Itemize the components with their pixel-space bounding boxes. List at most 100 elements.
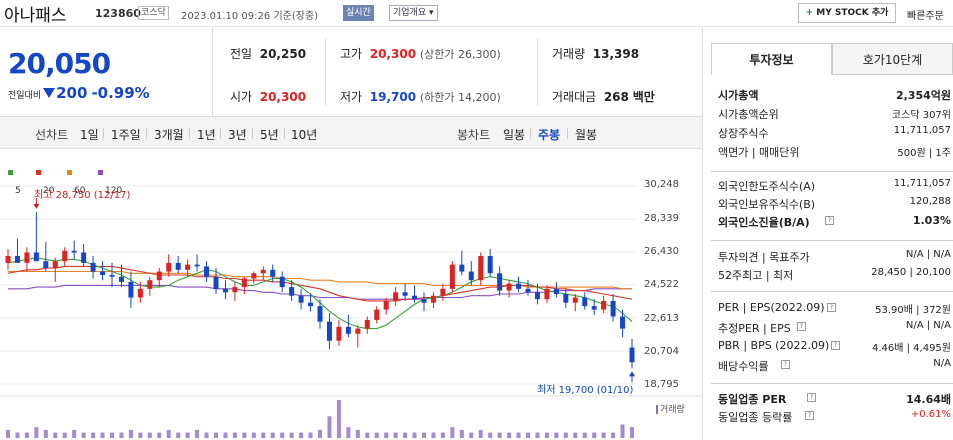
candle-body [412, 295, 418, 300]
help-icon[interactable]: ? [797, 322, 806, 331]
volume-bar [497, 432, 502, 438]
stat-prev: 전일 20,250 [230, 47, 307, 61]
info-row-label: 시가총액 [718, 89, 759, 102]
volume-bar [223, 432, 228, 438]
volume-bar [6, 429, 10, 438]
help-icon[interactable]: ? [827, 303, 836, 312]
candle-body [175, 262, 181, 270]
period-3y[interactable]: 3년 [228, 128, 247, 142]
candle-body [24, 252, 30, 263]
y-tick: 26,430 [644, 246, 679, 257]
candle-body [440, 288, 446, 296]
period-bar: 선차트 1일 1주일 3개월 1년 3년 5년 10년 봉차트 일봉 주봉 월봉 [0, 116, 702, 149]
candle-body [534, 292, 540, 300]
info-row-value: N/A | N/A [905, 320, 951, 331]
info-row-value: 1.03% [912, 214, 951, 227]
info-row: 투자의견 | 목표주가 N/A | N/A [718, 249, 951, 265]
min-price-label: 최저 19,700 (01/10) [537, 385, 634, 396]
candle-body [601, 300, 607, 310]
period-1y[interactable]: 1년 [197, 128, 216, 142]
volume-bar [289, 432, 294, 438]
chevron-down-icon: ▾ [429, 8, 434, 18]
candle-body [317, 306, 323, 322]
stock-name: 아나패스 [4, 6, 67, 26]
help-icon[interactable]: ? [831, 341, 840, 350]
info-row-value: 53.90배 | 372원 [875, 305, 951, 316]
candle-body [374, 309, 380, 320]
price-change: 전일대비 200 -0.99% [8, 84, 150, 102]
help-icon[interactable]: ? [805, 411, 814, 420]
candle-monthly[interactable]: 월봉 [575, 128, 598, 142]
info-row-label: 배당수익률 [718, 360, 769, 373]
candle-body [90, 262, 96, 272]
candle-body [147, 280, 153, 289]
volume-bar [128, 429, 133, 438]
volume-bar [34, 427, 39, 438]
info-row: PER | EPS(2022.09)? 53.90배 | 372원 [718, 301, 951, 317]
volume-bar [43, 429, 48, 438]
volume-bar [535, 432, 540, 438]
volume-bar [384, 432, 389, 438]
candle-body [402, 292, 408, 296]
period-5y[interactable]: 5년 [260, 128, 279, 142]
realtime-button[interactable]: 실시간 [343, 5, 374, 21]
info-row-label: 외국인보유주식수(B) [718, 198, 816, 211]
volume-bar [270, 432, 275, 438]
period-10y[interactable]: 10년 [291, 128, 318, 142]
volume-bar [232, 432, 237, 438]
candle-body [430, 295, 436, 303]
candle-body [232, 287, 238, 293]
info-row-value: 500원 | 1주 [897, 148, 951, 159]
candle-body [459, 264, 465, 272]
legend-ma5: 5 [8, 168, 21, 196]
info-row: 시가총액 2,354억원 [718, 87, 951, 103]
add-mystock-button[interactable]: + MY STOCK 추가 [798, 3, 896, 23]
candle-body [364, 319, 370, 329]
candle-body [71, 250, 77, 253]
volume-bar [630, 427, 634, 438]
info-row: 시가총액순위 코스닥 307위 [718, 106, 951, 122]
help-icon[interactable]: ? [781, 360, 790, 369]
line-chart-label: 선차트 [35, 128, 69, 142]
info-row: 상장주식수 11,711,057 [718, 125, 951, 141]
period-1w[interactable]: 1주일 [111, 128, 141, 142]
volume-bar [327, 416, 332, 438]
volume-bar [478, 429, 483, 438]
tab-investment-info[interactable]: 투자정보 [711, 43, 832, 75]
candle-body [478, 255, 484, 281]
period-3m[interactable]: 3개월 [154, 128, 184, 142]
candle-body [185, 264, 191, 270]
candle-body [213, 276, 219, 289]
volume-bar [346, 427, 351, 438]
candle-body [33, 252, 39, 262]
volume-bar [308, 432, 313, 438]
volume-bar [15, 432, 20, 438]
y-tick: 18,795 [644, 379, 679, 390]
quick-order-button[interactable]: 빠른주문 [907, 11, 944, 22]
candle-daily[interactable]: 일봉 [503, 128, 526, 142]
candle-body [468, 271, 474, 281]
candle-body [516, 283, 522, 289]
volume-bar [280, 432, 285, 438]
candle-body [137, 288, 143, 298]
info-row-value: 2,354억원 [895, 89, 951, 102]
volume-bar [110, 432, 114, 438]
help-icon[interactable]: ? [825, 216, 834, 225]
info-row-label: 추정PER | EPS [718, 322, 791, 335]
candle-body [279, 276, 285, 288]
company-overview-dropdown[interactable]: 기업개요 ▾ [389, 5, 438, 21]
help-icon[interactable]: ? [807, 393, 816, 402]
candle-weekly[interactable]: 주봉 [538, 128, 561, 142]
plus-icon: + [805, 8, 814, 18]
candle-body [449, 264, 455, 289]
period-1d[interactable]: 1일 [80, 128, 99, 142]
info-row-label: 52주최고 | 최저 [718, 269, 794, 282]
volume-bar [450, 427, 455, 438]
tab-orderbook[interactable]: 호가10단계 [832, 43, 953, 75]
candle-body [128, 281, 134, 298]
info-row-value: 120,288 [909, 196, 951, 207]
info-row: 동일업종 등락률? +0.61% [718, 409, 951, 425]
candle-body [487, 255, 493, 274]
info-row-value: 4.46배 | 4,495원 [871, 343, 951, 354]
volume-bar [422, 432, 426, 438]
